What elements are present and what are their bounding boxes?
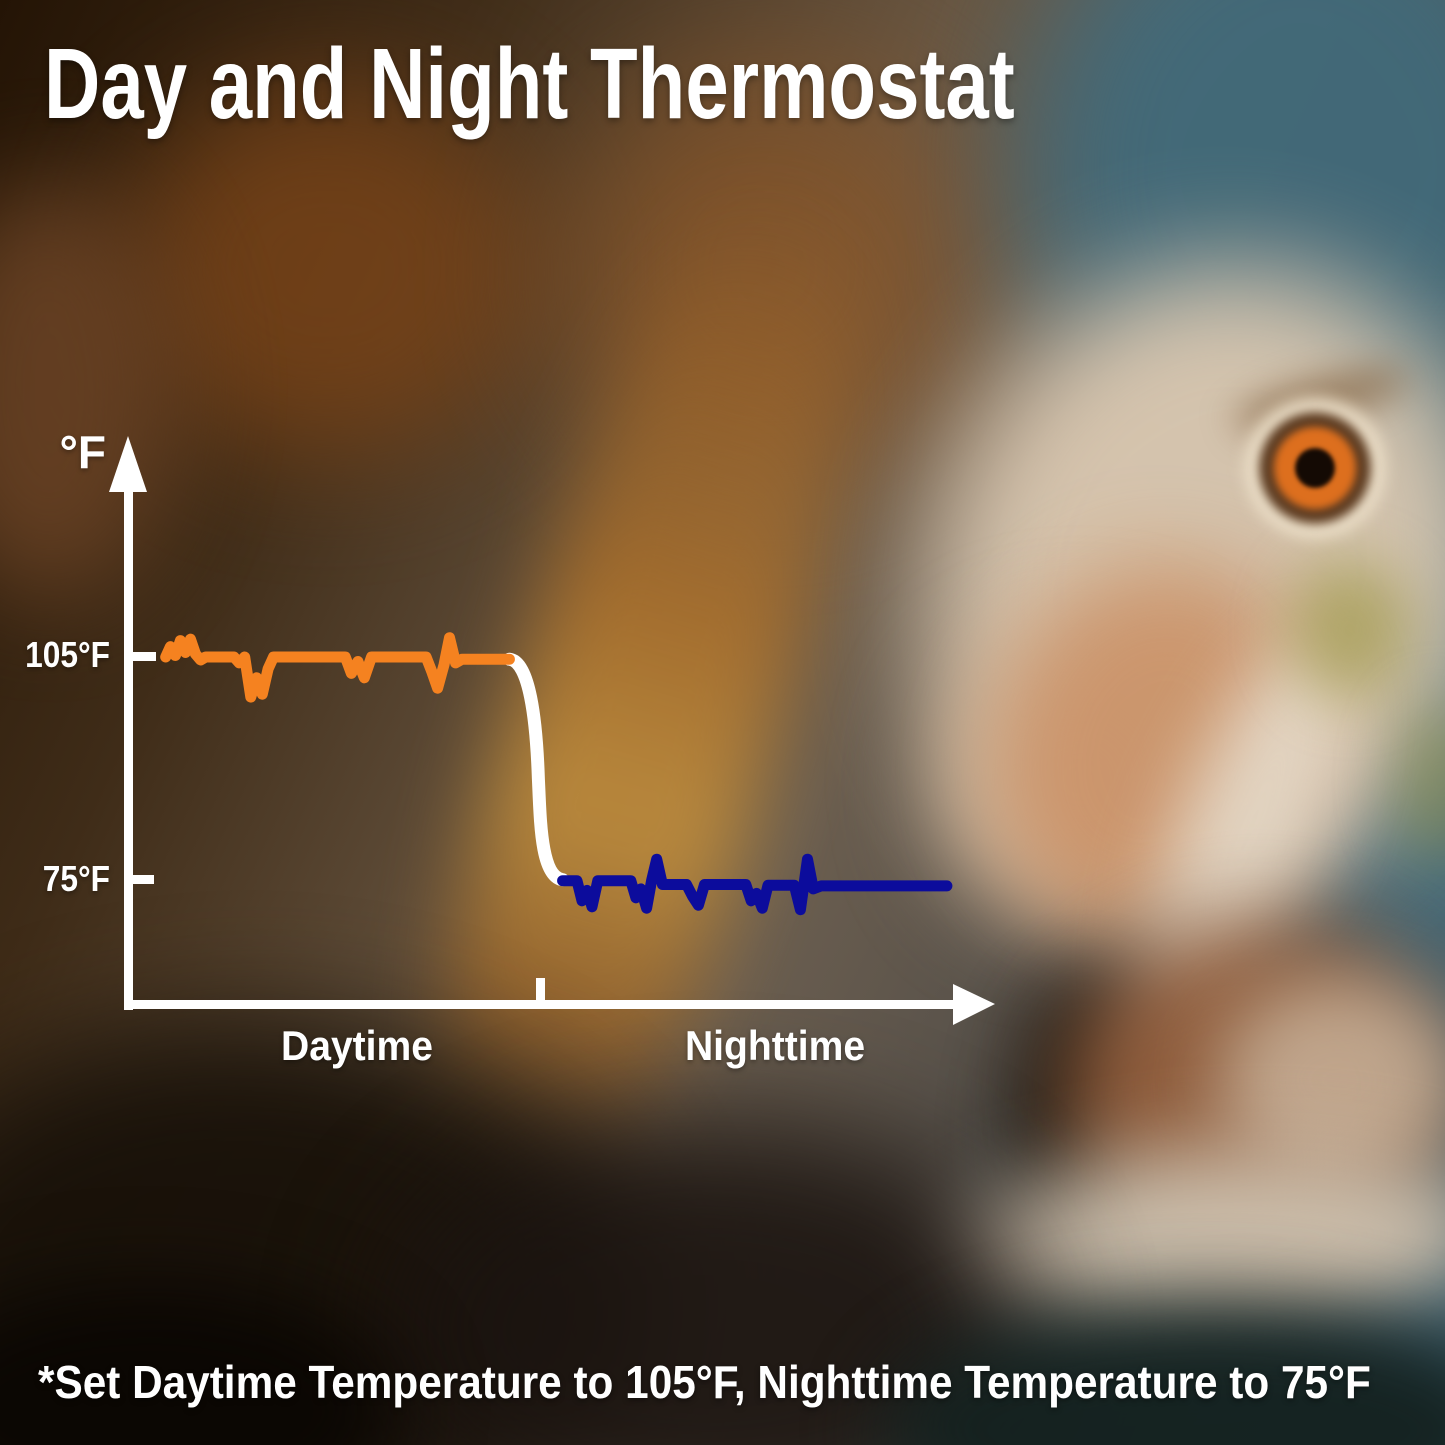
y-tick-75 (128, 875, 154, 884)
daytime-line (160, 632, 515, 703)
x-axis-line (124, 1000, 958, 1009)
nighttime-line (557, 853, 953, 916)
y-axis-line (124, 462, 133, 1010)
bg-blob (1290, 560, 1410, 700)
y-axis-unit-label: °F (59, 426, 107, 478)
footnote: *Set Daytime Temperature to 105°F, Night… (38, 1356, 1371, 1408)
chart-lines (160, 632, 953, 916)
lizard-body-highlight (1220, 980, 1445, 1180)
x-label-nighttime: Nighttime (684, 1022, 866, 1069)
x-tick-transition (536, 978, 545, 1002)
x-axis-arrow-icon (953, 984, 995, 1025)
bg-blob (120, 80, 540, 460)
transition-line (502, 652, 570, 887)
lizard-eye-pupil (1295, 448, 1335, 488)
y-tick-label-75: 75°F (42, 858, 110, 899)
y-tick-label-105: 105°F (25, 634, 110, 675)
y-axis-arrow-icon (109, 436, 147, 492)
y-tick-105 (128, 652, 156, 661)
x-label-daytime: Daytime (281, 1022, 433, 1069)
page-title: Day and Night Thermostat (44, 28, 1015, 140)
